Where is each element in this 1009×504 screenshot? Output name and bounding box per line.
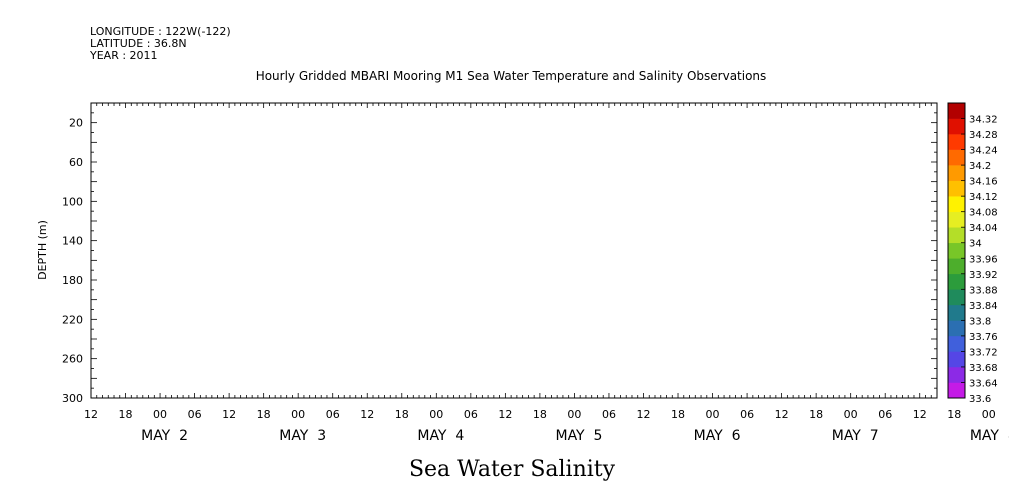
x-tick-label: 00 bbox=[291, 408, 305, 421]
colorbar-swatch bbox=[948, 149, 965, 166]
colorbar-label: 33.8 bbox=[969, 316, 991, 327]
x-axis-label: Sea Water Salinity bbox=[409, 457, 616, 482]
x-tick-label: 18 bbox=[671, 408, 685, 421]
colorbar: 33.6 33.64 33.68 33.72 33.76 33.8 33.84 33.88 33… bbox=[947, 102, 998, 405]
colorbar-swatch bbox=[948, 211, 965, 228]
y-tick-label: 220 bbox=[62, 313, 83, 326]
x-tick-label: 06 bbox=[740, 408, 754, 421]
x-tick-label: 18 bbox=[257, 408, 271, 421]
colorbar-swatch bbox=[948, 227, 965, 244]
x-day-label: MAY 7 bbox=[832, 428, 879, 444]
x-tick-label: 00 bbox=[153, 408, 167, 421]
colorbar-label: 34.08 bbox=[969, 208, 998, 219]
colorbar-swatch bbox=[948, 320, 965, 337]
colorbar-swatch bbox=[948, 180, 965, 197]
x-tick-label: 06 bbox=[602, 408, 616, 421]
x-tick-label: 00 bbox=[844, 408, 858, 421]
x-tick-label: 18 bbox=[809, 408, 823, 421]
x-tick-label: 12 bbox=[222, 408, 236, 421]
x-tick-label: 12 bbox=[84, 408, 98, 421]
y-axis-label: DEPTH (m) bbox=[36, 220, 49, 280]
colorbar-label: 33.76 bbox=[969, 332, 998, 343]
x-tick-label: 12 bbox=[775, 408, 789, 421]
colorbar-label: 34.32 bbox=[969, 115, 998, 126]
plot-frame bbox=[90, 102, 938, 399]
x-day-label: MAY 2 bbox=[141, 428, 188, 444]
x-tick-label: 06 bbox=[326, 408, 340, 421]
x-tick-label: 00 bbox=[706, 408, 720, 421]
y-tick-label: 260 bbox=[62, 353, 83, 366]
header-block: LONGITUDE : 122W(-122) LATITUDE : 36.8N … bbox=[89, 25, 231, 62]
axes: 12 18 00 06 12 18 00 06 12 18 00 06 12 18 00 06 12 18 00 06… bbox=[62, 102, 1009, 444]
x-tick-label: 12 bbox=[636, 408, 650, 421]
colorbar-swatch bbox=[948, 273, 965, 290]
colorbar-label: 33.84 bbox=[969, 301, 998, 312]
colorbar-swatch bbox=[948, 118, 965, 135]
x-tick-label: 12 bbox=[498, 408, 512, 421]
x-tick-label: 00 bbox=[567, 408, 581, 421]
colorbar-label: 33.6 bbox=[969, 394, 991, 405]
x-tick-label: 18 bbox=[947, 408, 961, 421]
y-tick-label: 20 bbox=[69, 117, 83, 130]
x-tick-label: 06 bbox=[878, 408, 892, 421]
longitude-label: LONGITUDE : 122W(-122) bbox=[90, 25, 231, 38]
x-day-label: MAY 8 bbox=[970, 428, 1009, 444]
colorbar-label: 34.24 bbox=[969, 146, 998, 157]
colorbar-swatch bbox=[948, 289, 965, 306]
colorbar-swatch bbox=[948, 196, 965, 212]
colorbar-label: 34.04 bbox=[969, 223, 998, 234]
colorbar-swatch bbox=[948, 382, 965, 399]
x-tick-label: 00 bbox=[429, 408, 443, 421]
colorbar-swatch bbox=[948, 351, 965, 368]
y-tick-label: 100 bbox=[62, 195, 83, 208]
x-day-label: MAY 3 bbox=[279, 428, 326, 444]
x-tick-label: 06 bbox=[188, 408, 202, 421]
x-tick-label: 12 bbox=[913, 408, 927, 421]
colorbar-label: 34.28 bbox=[969, 130, 998, 141]
x-tick-label: 18 bbox=[395, 408, 409, 421]
colorbar-swatch bbox=[948, 258, 965, 275]
x-tick-label: 12 bbox=[360, 408, 374, 421]
y-tick-label: 60 bbox=[69, 156, 83, 169]
colorbar-swatch bbox=[948, 366, 965, 383]
colorbar-label: 33.92 bbox=[969, 270, 998, 281]
colorbar-label: 34.16 bbox=[969, 177, 998, 188]
x-day-label: MAY 4 bbox=[417, 428, 464, 444]
y-tick-label: 140 bbox=[62, 235, 83, 248]
colorbar-swatch bbox=[948, 304, 965, 321]
colorbar-swatch bbox=[948, 242, 965, 259]
colorbar-swatch bbox=[948, 103, 965, 119]
x-tick-label: 18 bbox=[533, 408, 547, 421]
latitude-label: LATITUDE : 36.8N bbox=[90, 37, 187, 50]
colorbar-label: 33.64 bbox=[969, 378, 998, 389]
colorbar-frame bbox=[947, 102, 966, 399]
x-day-label: MAY 5 bbox=[555, 428, 602, 444]
colorbar-label: 33.88 bbox=[969, 285, 998, 296]
x-tick-label: 06 bbox=[464, 408, 478, 421]
x-tick-label: 18 bbox=[119, 408, 133, 421]
y-tick-label: 300 bbox=[62, 392, 83, 405]
colorbar-label: 34.12 bbox=[969, 192, 998, 203]
colorbar-swatch bbox=[948, 165, 965, 181]
colorbar-label: 34.2 bbox=[969, 161, 991, 172]
colorbar-label: 33.72 bbox=[969, 347, 998, 358]
chart-title: Hourly Gridded MBARI Mooring M1 Sea Wate… bbox=[256, 69, 767, 83]
x-tick-label: 00 bbox=[982, 408, 996, 421]
colorbar-label: 33.96 bbox=[969, 254, 998, 265]
colorbar-swatch bbox=[948, 134, 965, 150]
colorbar-label: 33.68 bbox=[969, 363, 998, 374]
y-tick-label: 180 bbox=[62, 274, 83, 287]
colorbar-swatch bbox=[948, 335, 965, 352]
colorbar-label: 34 bbox=[969, 239, 982, 250]
year-label: YEAR : 2011 bbox=[89, 49, 158, 62]
x-day-label: MAY 6 bbox=[694, 428, 741, 444]
